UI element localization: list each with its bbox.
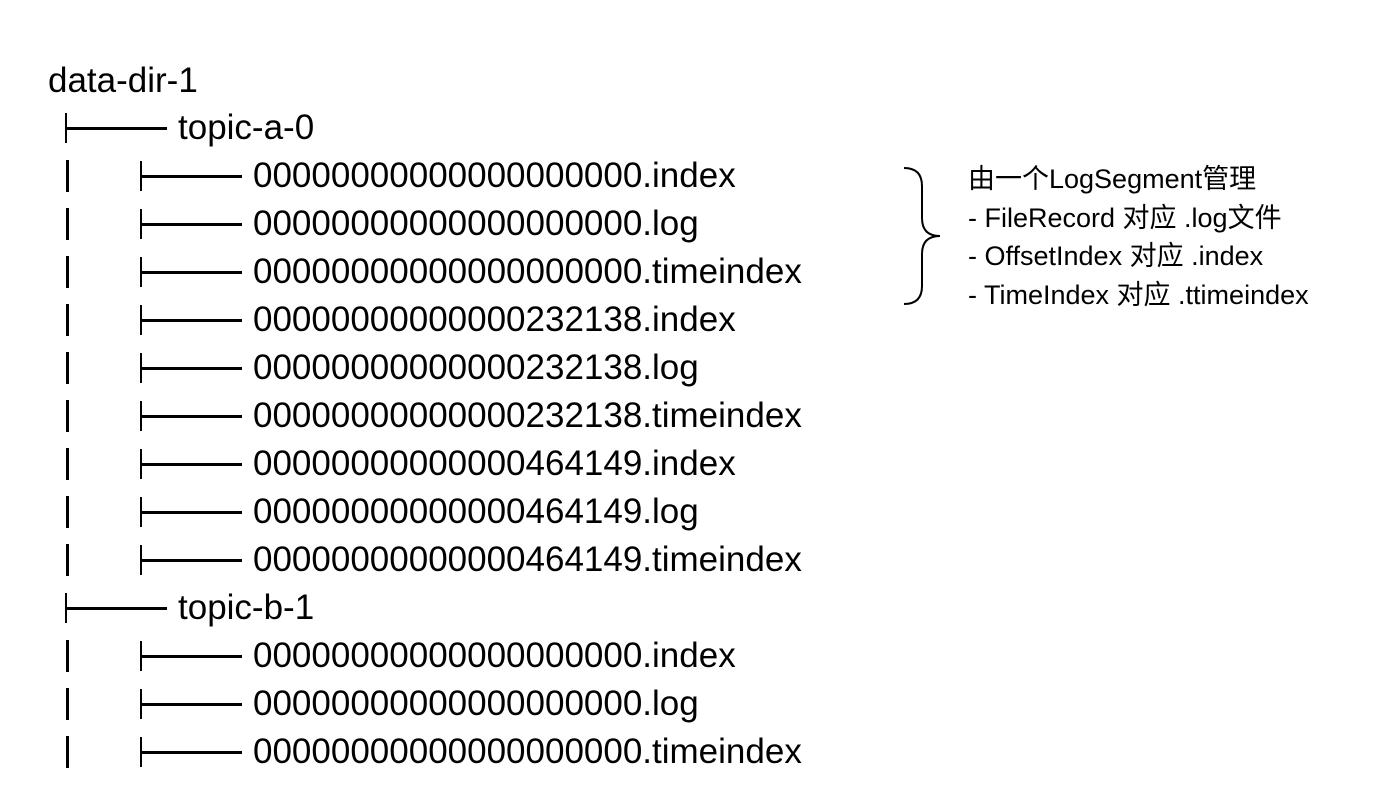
annotation-line-filerecord: - FileRecord 对应 .log文件 — [968, 202, 1282, 233]
file-branch-line — [141, 559, 242, 562]
segment-file-label: 00000000000000000000.index — [253, 156, 736, 195]
file-branch-line — [141, 751, 242, 754]
segment-group-brace — [903, 167, 941, 305]
file-branch-line — [141, 319, 242, 322]
annotation-line-timeindex: - TimeIndex 对应 .ttimeindex — [968, 279, 1309, 310]
tree-continuation-bar — [66, 448, 69, 480]
topic-branch-line — [66, 127, 167, 130]
segment-file-label: 00000000000000464149.log — [253, 492, 699, 531]
segment-file-label: 00000000000000464149.timeindex — [253, 540, 802, 579]
segment-file-label: 00000000000000000000.index — [253, 636, 736, 675]
file-branch-line — [141, 463, 242, 466]
tree-continuation-bar — [66, 544, 69, 576]
file-branch-line — [141, 511, 242, 514]
segment-annotation: 由一个LogSegment管理 - FileRecord 对应 .log文件 -… — [968, 160, 1309, 314]
segment-file-label: 00000000000000464149.index — [253, 444, 736, 483]
file-branch-line — [141, 703, 242, 706]
segment-file-label: 00000000000000000000.log — [253, 684, 699, 723]
tree-continuation-bar — [66, 352, 69, 384]
segment-file-label: 00000000000000000000.log — [253, 204, 699, 243]
root-directory-label: data-dir-1 — [48, 61, 198, 100]
file-branch-line — [141, 271, 242, 274]
file-branch-line — [141, 415, 242, 418]
tree-continuation-bar — [66, 640, 69, 672]
segment-file-label: 00000000000000232138.index — [253, 300, 736, 339]
segment-file-label: 00000000000000000000.timeindex — [253, 252, 802, 291]
segment-file-label: 00000000000000000000.timeindex — [253, 732, 802, 771]
topic-directory-label: topic-a-0 — [178, 108, 315, 147]
topic-directory-label: topic-b-1 — [178, 588, 315, 627]
tree-continuation-bar — [66, 160, 69, 192]
tree-continuation-bar — [66, 208, 69, 240]
tree-continuation-bar — [66, 256, 69, 288]
tree-continuation-bar — [66, 736, 69, 768]
topic-branch-line — [66, 607, 167, 610]
segment-file-label: 00000000000000232138.timeindex — [253, 396, 802, 435]
file-branch-line — [141, 223, 242, 226]
tree-continuation-bar — [66, 400, 69, 432]
tree-continuation-bar — [66, 304, 69, 336]
directory-tree: data-dir-1 topic-a-0 00000000000000000000… — [48, 61, 802, 771]
tree-continuation-bar — [66, 688, 69, 720]
file-branch-line — [141, 175, 242, 178]
annotation-line-offsetindex: - OffsetIndex 对应 .index — [968, 241, 1264, 271]
file-branch-line — [141, 367, 242, 370]
file-branch-line — [141, 655, 242, 658]
segment-file-label: 00000000000000232138.log — [253, 348, 699, 387]
tree-continuation-bar — [66, 496, 69, 528]
annotation-title: 由一个LogSegment管理 — [968, 164, 1257, 194]
